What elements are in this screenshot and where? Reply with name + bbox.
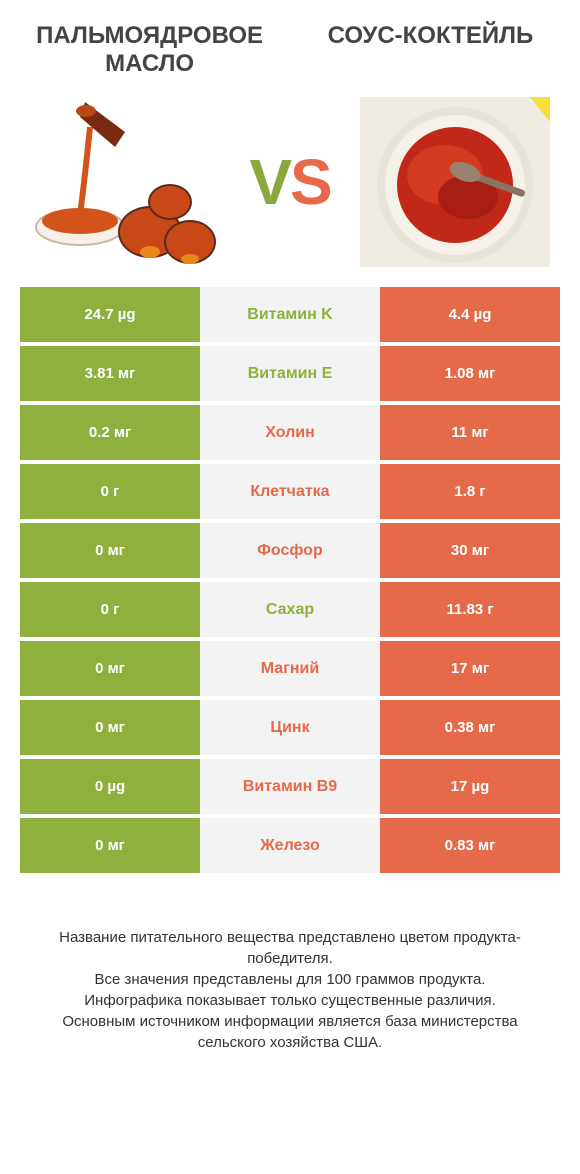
- right-value: 17 мг: [380, 641, 560, 696]
- footer-notes: Название питательного вещества представл…: [0, 877, 580, 1053]
- footer-line-3: Инфографика показывает только существенн…: [30, 990, 550, 1011]
- title-left: ПАЛЬМОЯДРОВОЕ МАСЛО: [30, 22, 269, 77]
- vs-v: V: [249, 146, 290, 218]
- nutrient-row: 0 µgВитамин B917 µg: [20, 759, 560, 814]
- left-value: 0 мг: [20, 818, 200, 873]
- titles-row: ПАЛЬМОЯДРОВОЕ МАСЛО СОУС-КОКТЕЙЛЬ: [0, 0, 580, 87]
- nutrient-row: 0 гСахар11.83 г: [20, 582, 560, 637]
- nutrient-label: Витамин E: [200, 346, 380, 401]
- nutrient-label: Магний: [200, 641, 380, 696]
- nutrient-row: 0 мгМагний17 мг: [20, 641, 560, 696]
- left-value: 0 µg: [20, 759, 200, 814]
- footer-line-1: Название питательного вещества представл…: [30, 927, 550, 969]
- footer-line-2: Все значения представлены для 100 граммо…: [30, 969, 550, 990]
- images-row: VS: [0, 87, 580, 287]
- nutrient-label: Сахар: [200, 582, 380, 637]
- right-value: 11 мг: [380, 405, 560, 460]
- left-value: 24.7 µg: [20, 287, 200, 342]
- left-product-image: [30, 97, 220, 267]
- right-value: 0.83 мг: [380, 818, 560, 873]
- nutrient-label: Цинк: [200, 700, 380, 755]
- right-value: 4.4 µg: [380, 287, 560, 342]
- right-value: 30 мг: [380, 523, 560, 578]
- vs-s: S: [290, 146, 331, 218]
- left-value: 0 мг: [20, 641, 200, 696]
- nutrient-row: 24.7 µgВитамин K4.4 µg: [20, 287, 560, 342]
- right-value: 17 µg: [380, 759, 560, 814]
- nutrient-row: 0.2 мгХолин11 мг: [20, 405, 560, 460]
- nutrient-label: Витамин B9: [200, 759, 380, 814]
- left-value: 0 мг: [20, 523, 200, 578]
- nutrient-label: Витамин K: [200, 287, 380, 342]
- nutrient-label: Клетчатка: [200, 464, 380, 519]
- nutrient-row: 3.81 мгВитамин E1.08 мг: [20, 346, 560, 401]
- nutrient-row: 0 гКлетчатка1.8 г: [20, 464, 560, 519]
- footer-line-4: Основным источником информации является …: [30, 1011, 550, 1053]
- vs-label: VS: [249, 145, 330, 219]
- nutrient-row: 0 мгФосфор30 мг: [20, 523, 560, 578]
- left-value: 0 г: [20, 464, 200, 519]
- nutrient-row: 0 мгЦинк0.38 мг: [20, 700, 560, 755]
- right-value: 0.38 мг: [380, 700, 560, 755]
- right-value: 1.08 мг: [380, 346, 560, 401]
- right-value: 11.83 г: [380, 582, 560, 637]
- nutrient-label: Холин: [200, 405, 380, 460]
- left-value: 3.81 мг: [20, 346, 200, 401]
- right-value: 1.8 г: [380, 464, 560, 519]
- left-value: 0.2 мг: [20, 405, 200, 460]
- nutrient-row: 0 мгЖелезо0.83 мг: [20, 818, 560, 873]
- right-product-image: [360, 97, 550, 267]
- left-value: 0 г: [20, 582, 200, 637]
- left-value: 0 мг: [20, 700, 200, 755]
- title-right: СОУС-КОКТЕЙЛЬ: [311, 22, 550, 77]
- nutrient-label: Железо: [200, 818, 380, 873]
- nutrient-label: Фосфор: [200, 523, 380, 578]
- comparison-table: 24.7 µgВитамин K4.4 µg3.81 мгВитамин E1.…: [0, 287, 580, 877]
